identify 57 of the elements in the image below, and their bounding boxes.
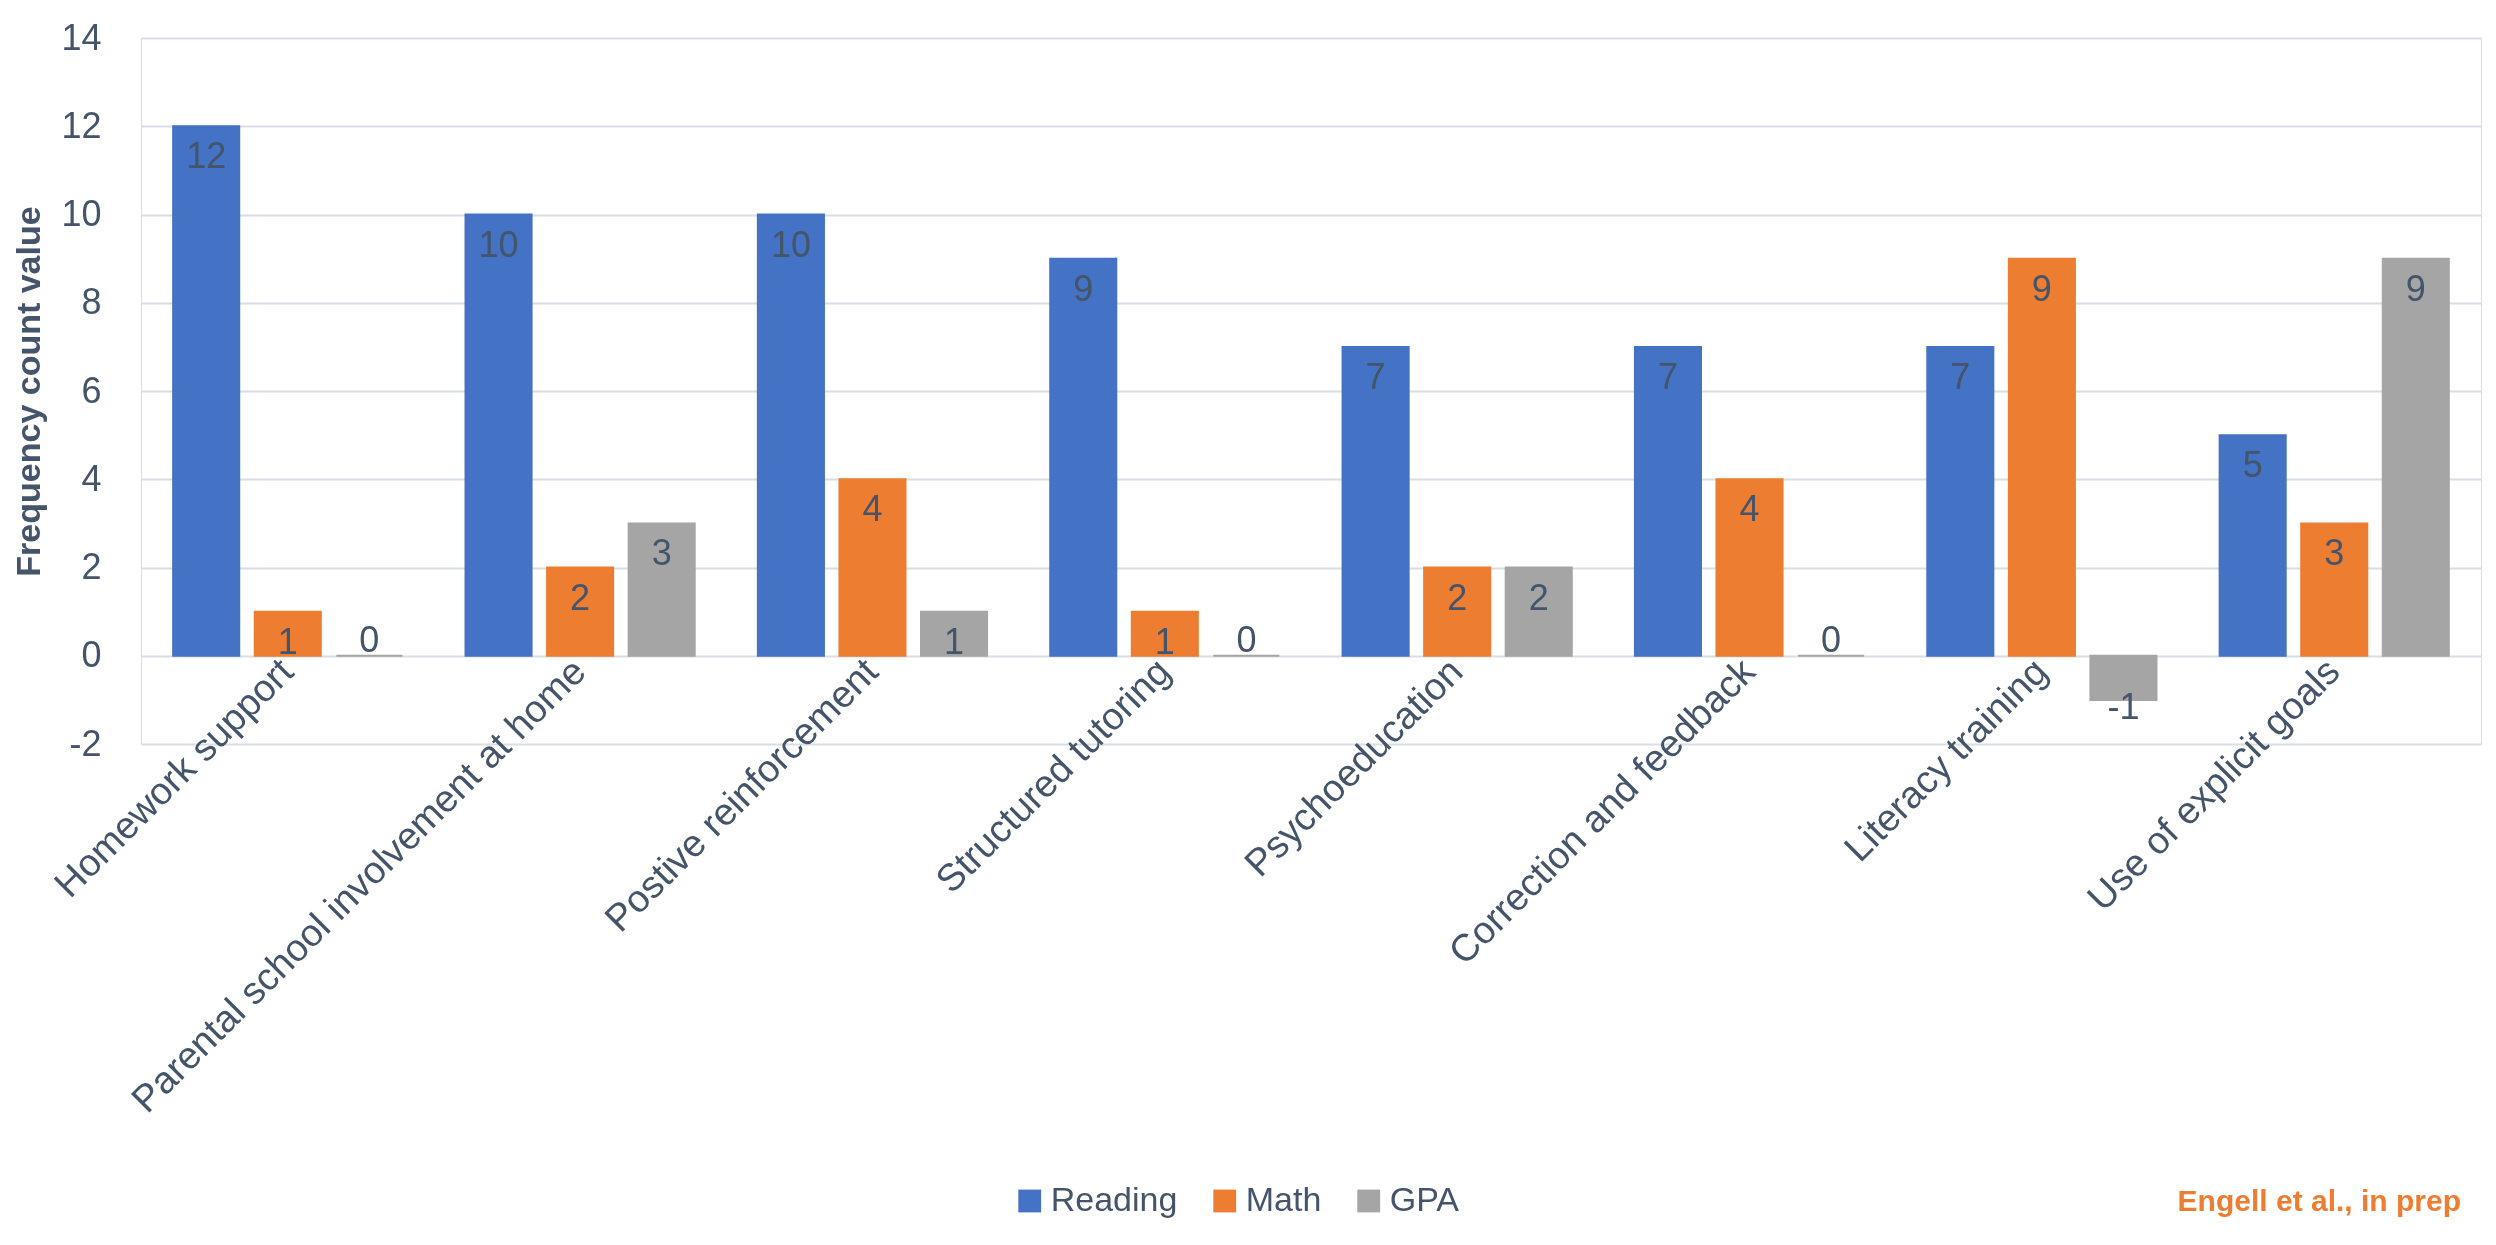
y-tick-label: 14: [61, 16, 102, 58]
y-tick-label: 2: [81, 546, 102, 587]
data-label: 0: [359, 618, 380, 660]
legend-label: Reading: [1050, 1180, 1178, 1218]
data-label: 9: [1073, 267, 1094, 309]
bar: [1504, 566, 1573, 657]
data-label: 4: [1739, 488, 1760, 530]
data-label: -1: [2107, 685, 2140, 727]
bar: [172, 125, 241, 657]
data-label: 7: [1657, 355, 1678, 397]
data-label: 0: [1821, 618, 1842, 660]
data-label: 1: [944, 620, 965, 662]
data-label: 3: [651, 532, 672, 574]
data-label: 3: [2324, 532, 2345, 574]
data-label: 7: [1950, 355, 1971, 397]
data-label: 0: [1236, 618, 1257, 660]
data-label: 2: [1447, 576, 1468, 618]
data-label: 12: [186, 135, 227, 177]
legend-label: Math: [1245, 1180, 1322, 1218]
bar: [2300, 522, 2369, 657]
bar: [627, 522, 696, 657]
y-tick-label: 0: [81, 634, 102, 676]
legend-label: GPA: [1389, 1180, 1460, 1218]
y-axis-title: Frequency count value: [9, 206, 48, 577]
bar: [253, 610, 322, 657]
data-label: 7: [1365, 355, 1386, 397]
data-label: 2: [1528, 576, 1549, 618]
data-label: 9: [2405, 267, 2426, 309]
bar: [2381, 257, 2450, 657]
data-label: 4: [862, 488, 883, 530]
bar: [1049, 257, 1118, 657]
data-label: 2: [570, 576, 591, 618]
bar: [920, 610, 989, 657]
y-tick-label: 8: [81, 281, 102, 323]
y-tick-label: 10: [61, 193, 102, 234]
bar: [546, 566, 615, 657]
y-tick-label: 4: [81, 457, 102, 499]
bar: [1926, 345, 1995, 657]
bar: [1341, 345, 1410, 657]
bar: [1130, 610, 1199, 657]
bar: [756, 213, 825, 657]
y-tick-label: 6: [81, 369, 102, 411]
bar: [1423, 566, 1492, 657]
bar: [1715, 478, 1784, 657]
text: Engell et al., in prep: [2177, 1184, 2461, 1217]
data-label: 10: [770, 223, 811, 265]
bar: [464, 213, 533, 657]
bar: [2007, 257, 2076, 657]
y-tick-label: -2: [69, 722, 102, 764]
bar: [1633, 345, 1702, 657]
data-label: 5: [2242, 444, 2263, 486]
data-label: 1: [1154, 620, 1175, 662]
bar: [838, 478, 907, 657]
data-label: 10: [478, 223, 519, 265]
y-tick-label: 12: [61, 104, 102, 146]
bar: [2218, 434, 2287, 657]
data-label: 9: [2031, 267, 2052, 309]
